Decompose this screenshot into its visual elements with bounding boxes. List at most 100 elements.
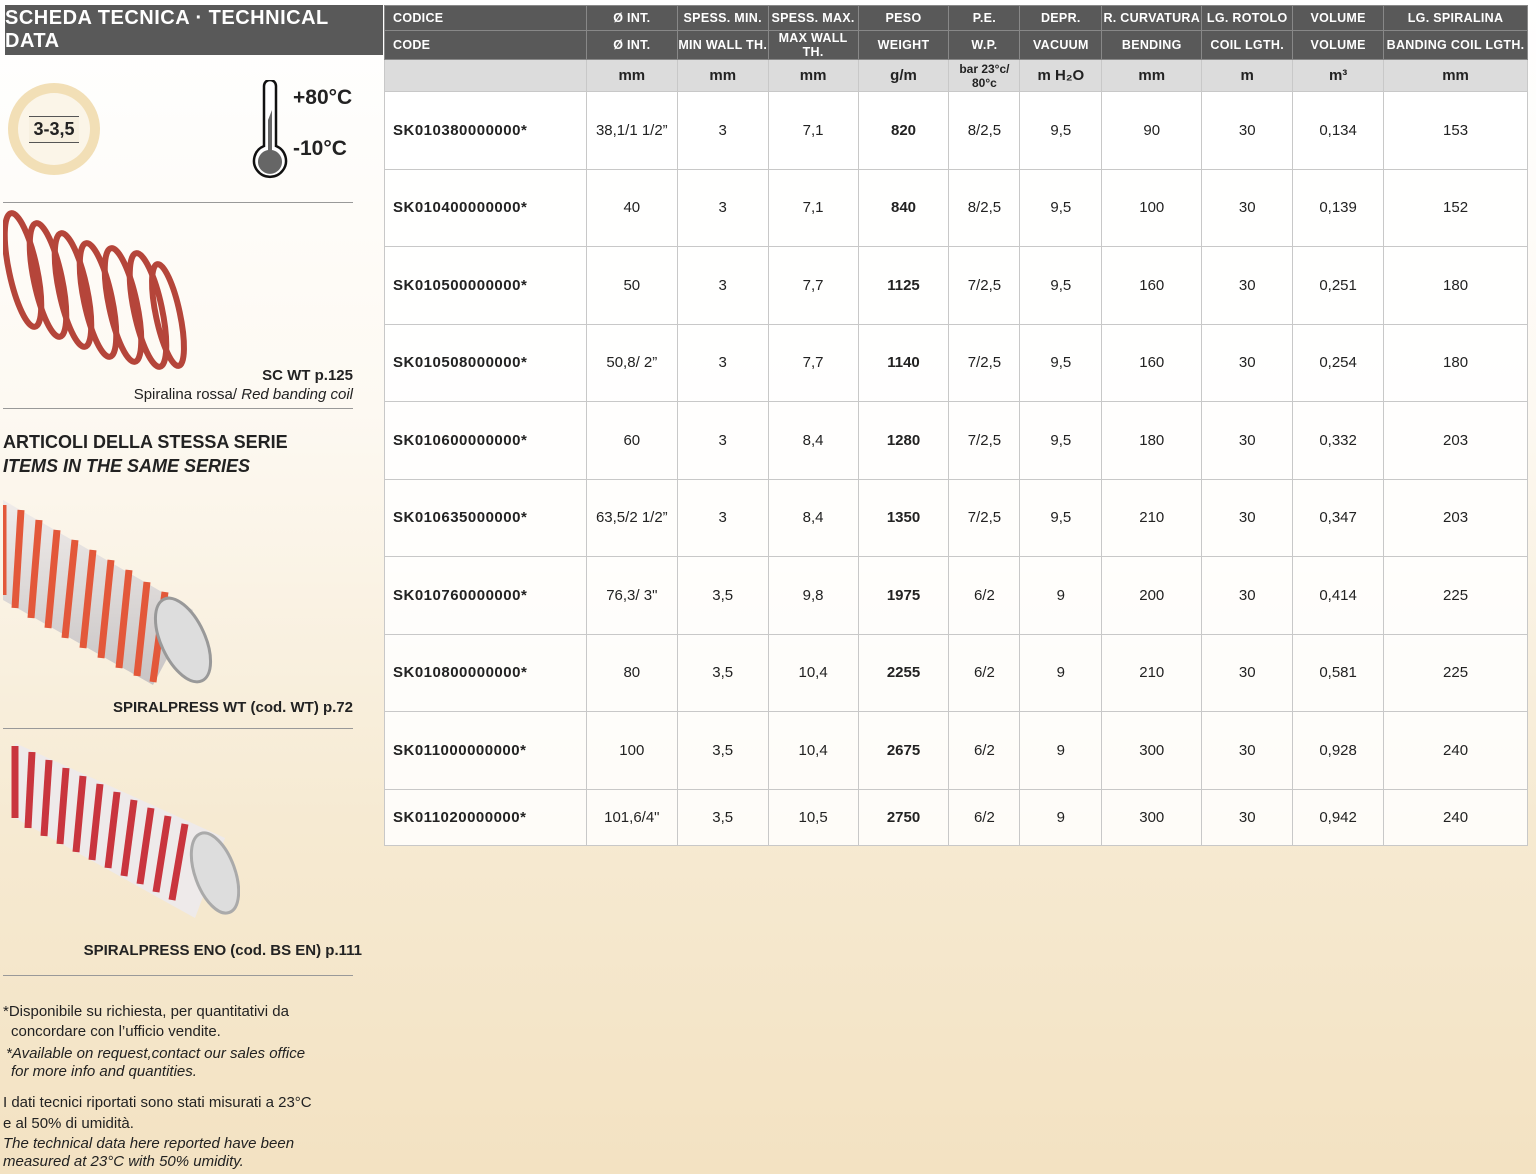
table-row-cell: 7/2,5 [948,246,1021,325]
temp-min: -10°C [293,137,347,160]
header-row-en-cell: BENDING [1101,30,1203,60]
availability-note-en: *Available on request,contact our sales … [6,1045,306,1080]
table-row-cell: 3 [676,323,769,402]
header-row-it-cell: LG. SPIRALINA [1383,5,1528,31]
divider [3,408,353,409]
availability-note-it: *Disponibile su richiesta, per quantitat… [3,1003,289,1040]
coil-title: SC WT p.125 [262,367,353,384]
table-row-cell: 203 [1383,478,1528,557]
table-row-cell: 9,5 [1019,478,1103,557]
header-row-it-cell: DEPR. [1019,5,1103,31]
table-row-cell: SK011000000000* [384,711,587,790]
table-row-cell: 30 [1201,788,1294,846]
header-row-en-cell: CODE [384,30,587,60]
table-row-cell: SK010635000000* [384,478,587,557]
table-row-cell: 9 [1019,711,1103,790]
technical-data-table: CODICE Ø INT. SPESS. MIN. SPESS. MAX. PESO P.… [384,5,1528,846]
table-row-cell: 30 [1201,91,1294,170]
table-row-cell: SK010380000000* [384,91,587,170]
table-row-cell: 0,414 [1292,556,1385,635]
table-row-cell: 0,134 [1292,91,1385,170]
table-row-cell: 300 [1101,711,1203,790]
table-row-cell: 38,1/1 1/2” [585,91,678,170]
header-row-it-cell: P.E. [948,5,1021,31]
table-row-cell: SK010600000000* [384,401,587,480]
table-row-cell: 3 [676,91,769,170]
page-title: SCHEDA TECNICA · TECHNICAL DATA [5,5,383,55]
series-heading-it: ARTICOLI DELLA STESSA SERIE [3,432,288,452]
table-row: SK010600000000* 60 3 8,4 1280 7/2,5 9,5 180 30 0,… [384,401,1528,480]
table-row-cell: 50 [585,246,678,325]
table-row-cell: 60 [585,401,678,480]
table-row-cell: 50,8/ 2” [585,323,678,402]
table-row-cell: 225 [1383,633,1528,712]
table-row-cell: 8,4 [767,401,859,480]
table-row-cell: 6/2 [948,633,1021,712]
table-row: SK011020000000* 101,6/4" 3,5 10,5 2750 6/2 9 30… [384,788,1528,846]
header-row-en-cell: Ø INT. [585,30,678,60]
table-row: SK010800000000* 80 3,5 10,4 2255 6/2 9 210 30 0,5… [384,633,1528,712]
table-row-cell: 7/2,5 [948,401,1021,480]
table-row-cell: 9,5 [1019,401,1103,480]
table-row: SK010380000000* 38,1/1 1/2” 3 7,1 820 8/2,5 9,… [384,91,1528,170]
table-row-cell: 3,5 [676,633,769,712]
units-row-cell: g/m [857,59,950,92]
table-row-cell: 7,7 [767,323,859,402]
coil-subtitle: Spiralina rossa/ Red banding coil [134,386,353,403]
coil-subtitle-it: Spiralina rossa/ [133,386,238,403]
table-row-cell: 7,1 [767,168,859,247]
header-row-it-cell: SPESS. MAX. [767,5,859,31]
table-row-cell: 225 [1383,556,1528,635]
header-row-en-cell: MAX WALL TH. [767,30,859,60]
table-row-cell: 3 [676,168,769,247]
red-coil-image [3,210,187,370]
table-row-cell: 90 [1101,91,1203,170]
table-row-cell: 1280 [857,401,950,480]
table-row-cell: 0,254 [1292,323,1385,402]
header-row-en-cell: W.P. [948,30,1021,60]
table-row-cell: 210 [1101,633,1203,712]
header-row-en-cell: WEIGHT [857,30,950,60]
table-row-cell: 6/2 [948,556,1021,635]
table-row-cell: 153 [1383,91,1528,170]
units-row-cell: m [1201,59,1294,92]
table-row-cell: 7,7 [767,246,859,325]
header-row-it-cell: CODICE [384,5,587,31]
table-row-cell: 8,4 [767,478,859,557]
table-row: SK010635000000* 63,5/2 1/2” 3 8,4 1350 7/2,5 9… [384,478,1528,557]
header-row-en: CODE Ø INT. MIN WALL TH. MAX WALL TH. WEIGHT… [384,30,1528,60]
table-row-cell: 9,8 [767,556,859,635]
table-row: SK010400000000* 40 3 7,1 840 8/2,5 9,5 100 30 0,1… [384,168,1528,247]
spiralpress-wt-image [3,500,213,685]
header-row-it: CODICE Ø INT. SPESS. MIN. SPESS. MAX. PESO P.… [384,5,1528,31]
table-row-cell: 210 [1101,478,1203,557]
thermometer-icon [252,80,288,178]
header-row-en-cell: VOLUME [1292,30,1385,60]
table-row-cell: 300 [1101,788,1203,846]
table-row-cell: 9,5 [1019,91,1103,170]
temp-max: +80°C [293,86,353,109]
table-row-cell: 0,139 [1292,168,1385,247]
table-row-cell: 3 [676,246,769,325]
table-row-cell: 2750 [857,788,950,846]
table-row-cell: 9,5 [1019,323,1103,402]
table-row-cell: SK011020000000* [384,788,587,846]
table-row-cell: 9,5 [1019,246,1103,325]
related-item-label: SPIRALPRESS ENO (cod. BS EN) p.111 [83,942,362,959]
table-row-cell: 9 [1019,788,1103,846]
conditions-note-en: The technical data here reported have be… [3,1135,295,1170]
header-row-en-cell: VACUUM [1019,30,1103,60]
coil-subtitle-en: Red banding coil [241,386,353,403]
table-row-cell: 10,4 [767,633,859,712]
header-row-en-cell: BANDING COIL LGTH. [1383,30,1528,60]
units-row-cell: m H₂O [1019,59,1103,92]
table-row-cell: 30 [1201,168,1294,247]
units-row-cell: mm [1101,59,1203,92]
table-row: SK011000000000* 100 3,5 10,4 2675 6/2 9 300 30 0,… [384,711,1528,790]
units-row-cell: mm [1383,59,1528,92]
divider [3,728,353,729]
header-row-it-cell: VOLUME [1292,5,1385,31]
table-row-cell: 3 [676,401,769,480]
table-row-cell: 6/2 [948,788,1021,846]
table-row-cell: 0,928 [1292,711,1385,790]
